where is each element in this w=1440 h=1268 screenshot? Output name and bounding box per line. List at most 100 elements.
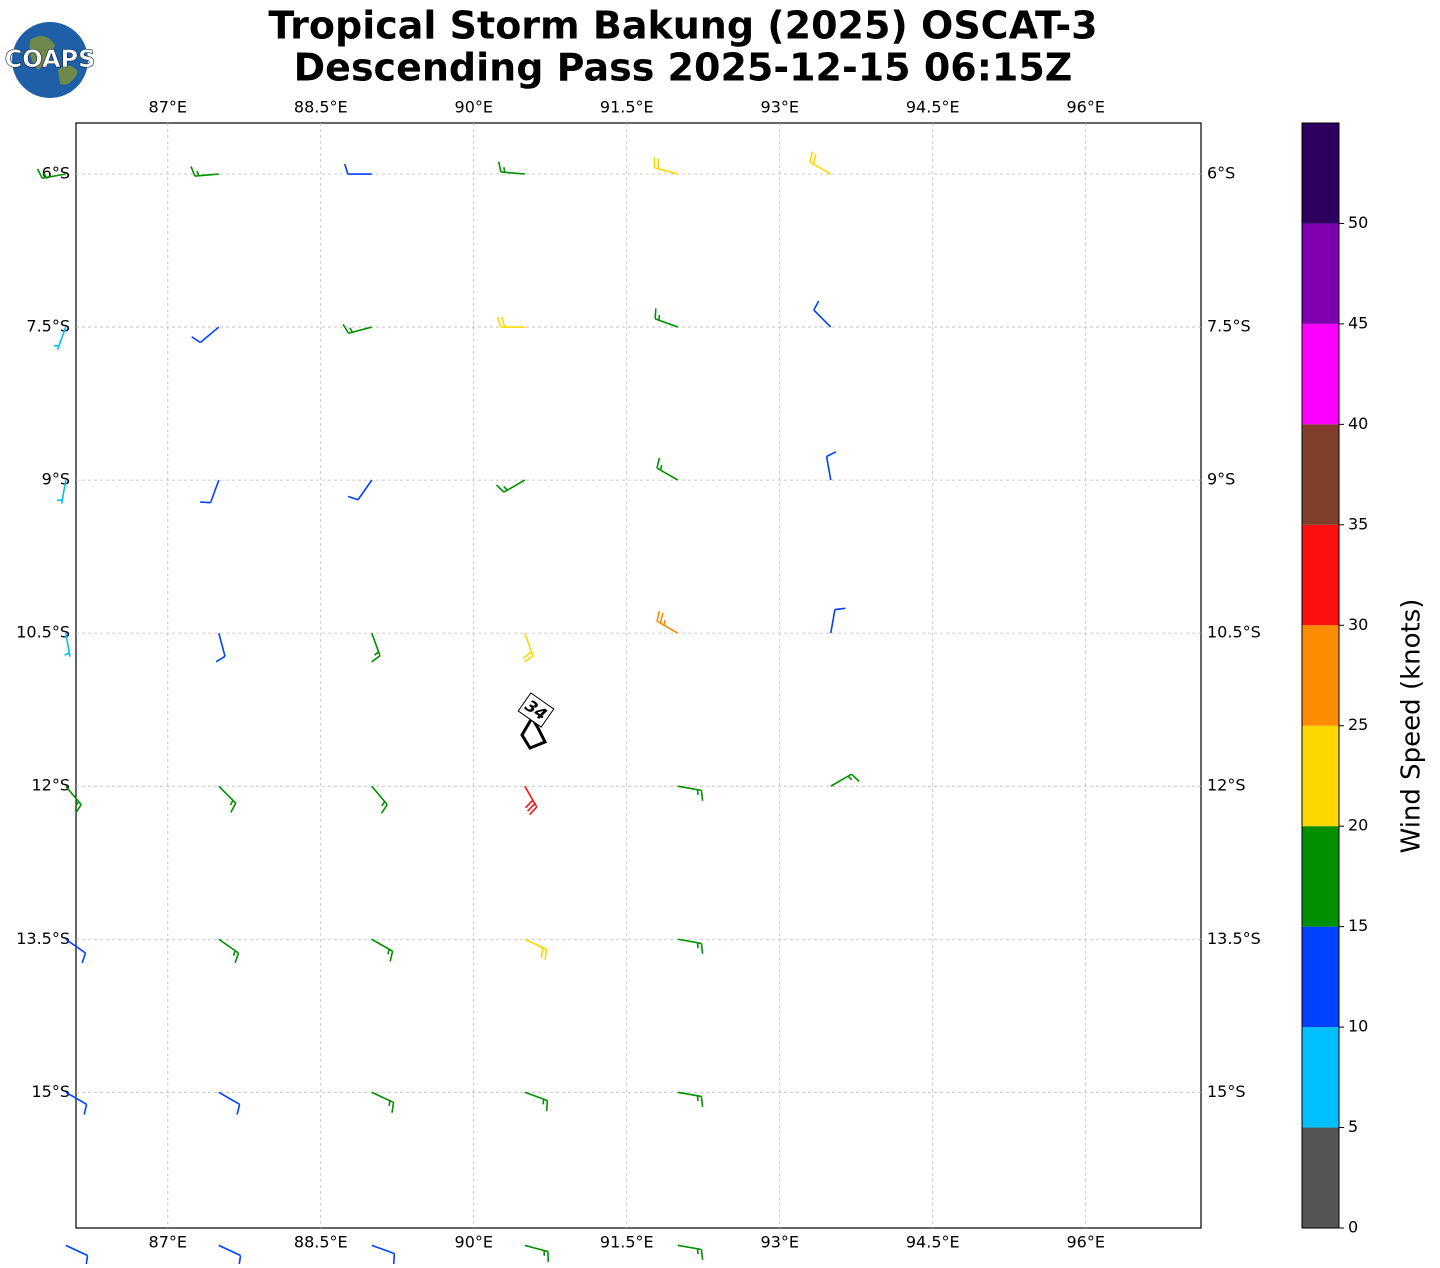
y-tick-label: 13.5°S (16, 929, 70, 948)
wind-barb (524, 785, 538, 816)
logo-text: COAPS (5, 45, 96, 73)
colorbar-segment (1302, 123, 1339, 224)
contour-label-bg (517, 692, 555, 728)
colorbar-segment (1302, 625, 1339, 726)
chart-subtitle: Descending Pass 2025-12-15 06:15Z (294, 46, 1073, 90)
wind-barb (497, 161, 525, 175)
wind-barb (215, 632, 226, 663)
x-tick-label: 87°E (149, 1233, 187, 1252)
chart-title: Tropical Storm Bakung (2025) OSCAT-3 (268, 4, 1097, 48)
wind-barb (830, 773, 860, 787)
colorbar-label: Wind Speed (knots) (1397, 599, 1427, 854)
colorbar-tick-label: 25 (1348, 715, 1368, 734)
wind-barb (813, 300, 832, 328)
wind-barb (65, 785, 82, 814)
wind-barb (36, 168, 66, 179)
contour-34kt (520, 715, 548, 750)
x-tick-label: 88.5°E (294, 1233, 348, 1252)
wind-barb (342, 323, 372, 335)
wind-barb (825, 451, 837, 481)
wind-barb (371, 938, 394, 962)
wind-barb (495, 479, 526, 493)
wind-barb (677, 1091, 704, 1107)
y-tick-label: 6°S (42, 164, 70, 183)
wind-barb (656, 610, 679, 634)
wind-barb (218, 938, 240, 964)
wind-barb (218, 1244, 242, 1266)
colorbar-tick-label: 20 (1348, 816, 1368, 835)
x-tick-label: 88.5°E (294, 98, 348, 117)
wind-barb (53, 326, 67, 350)
colorbar-segment (1302, 323, 1339, 425)
wind-barb (677, 938, 704, 954)
wind-barb (65, 938, 87, 964)
colorbar-tick-label: 45 (1348, 313, 1368, 332)
wind-barb (65, 1091, 88, 1115)
colorbar-segment (1302, 223, 1339, 324)
wind-barb (57, 479, 67, 504)
colorbar-tick-label: 5 (1348, 1117, 1358, 1136)
wind-barb (524, 938, 548, 960)
logo-land (29, 36, 78, 85)
x-tick-label: 91.5°E (600, 98, 654, 117)
wind-barb (829, 607, 846, 634)
colorbar-tick-label: 0 (1348, 1218, 1358, 1237)
x-tick-label: 93°E (761, 98, 799, 117)
y-tick-label: 12°S (1207, 776, 1246, 795)
y-tick-label: 15°S (1207, 1082, 1246, 1101)
wind-barb (218, 785, 237, 813)
x-tick-label: 90°E (455, 98, 493, 117)
contour-label-box: 34 (517, 692, 555, 728)
wind-barb (653, 157, 678, 175)
x-tick-label: 94.5°E (906, 1233, 960, 1252)
map-frame (75, 122, 1202, 1229)
x-tick-label: 91.5°E (600, 1233, 654, 1252)
wind-barb (497, 316, 525, 328)
colorbar-tick-label: 30 (1348, 615, 1368, 634)
wind-barb (371, 1244, 396, 1265)
wind-barb (344, 163, 372, 175)
wind-barb (191, 326, 220, 344)
x-tick-label: 94.5°E (906, 98, 960, 117)
colorbar-segment (1302, 1127, 1339, 1228)
colorbar-tick-label: 35 (1348, 514, 1368, 533)
y-tick-label: 9°S (1207, 470, 1235, 489)
colorbar-segment (1302, 926, 1339, 1028)
colorbar-segment (1302, 524, 1339, 626)
colorbar-segment (1302, 725, 1339, 827)
wind-barb (656, 457, 679, 481)
colorbar-frame (1301, 122, 1340, 1229)
y-tick-label: 13.5°S (1207, 929, 1261, 948)
y-tick-label: 10.5°S (16, 623, 70, 642)
wind-barb (654, 308, 679, 328)
colorbar-tick-label: 40 (1348, 414, 1368, 433)
wind-barb (347, 479, 373, 501)
y-tick-label: 10.5°S (1207, 623, 1261, 642)
y-tick-label: 15°S (31, 1082, 70, 1101)
logo: COAPS (4, 22, 96, 98)
x-tick-label: 87°E (149, 98, 187, 117)
wind-barb (64, 633, 71, 657)
y-tick-label: 9°S (42, 470, 70, 489)
x-tick-label: 96°E (1067, 98, 1105, 117)
wind-barb (218, 1091, 241, 1115)
wind-barb (524, 1244, 550, 1263)
wind-barb (190, 166, 219, 177)
wind-barb (677, 785, 704, 801)
wind-barb (371, 1091, 395, 1113)
y-tick-label: 12°S (31, 776, 70, 795)
y-tick-label: 6°S (1207, 164, 1235, 183)
wind-barb (809, 151, 832, 175)
colorbar-segment (1302, 1027, 1339, 1128)
x-tick-label: 93°E (761, 1233, 799, 1252)
wind-barb (677, 1244, 704, 1260)
wind-barb (522, 632, 534, 663)
wind-barb (65, 1244, 89, 1266)
colorbar-tick-label: 10 (1348, 1017, 1368, 1036)
y-tick-label: 7.5°S (1207, 317, 1251, 336)
wind-barb (524, 1091, 549, 1111)
colorbar-segment (1302, 826, 1339, 927)
colorbar-tick-label: 15 (1348, 916, 1368, 935)
colorbar-tick-label: 50 (1348, 213, 1368, 232)
